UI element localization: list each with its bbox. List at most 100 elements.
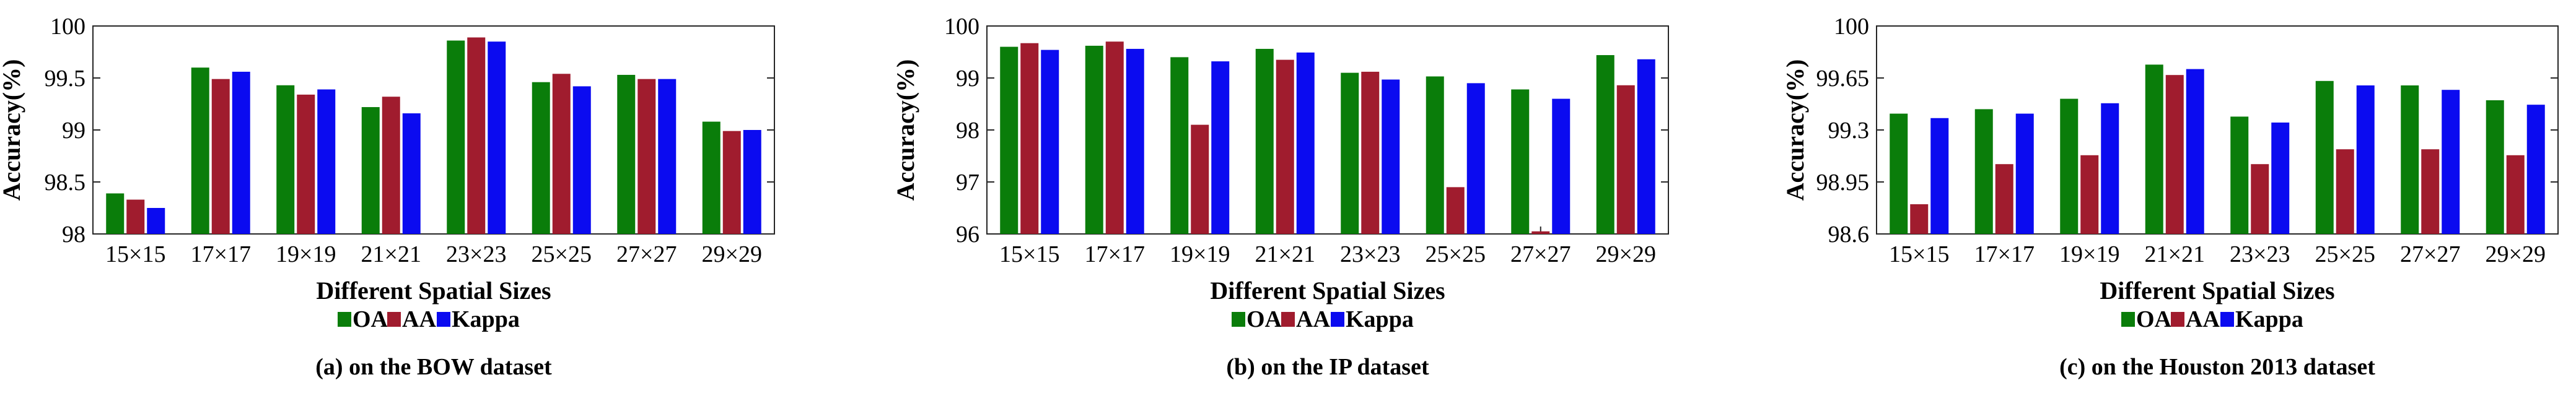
legend-swatch-oa	[2121, 312, 2135, 327]
x-tick-label: 23×23	[1340, 241, 1400, 267]
x-tick-label: 25×25	[532, 241, 592, 267]
bar-aa	[1191, 124, 1209, 234]
chart-panel-1: 98 98.5 99 99.5 100 15×15 17×17 19×19 21×21 23×23…	[0, 14, 775, 380]
bar-oa	[1341, 72, 1359, 234]
x-tick-label: 17×17	[1974, 241, 2035, 267]
bar-oa	[1085, 45, 1103, 235]
bar-aa	[1276, 59, 1294, 234]
bar-kappa	[2356, 85, 2375, 234]
bar-aa	[1020, 43, 1039, 234]
bar-oa	[1511, 89, 1530, 234]
legend-swatch-aa	[387, 312, 401, 327]
legend-label-kappa: Kappa	[2235, 306, 2303, 332]
bar-kappa	[2186, 69, 2204, 234]
x-tick-label: 21×21	[2145, 241, 2205, 267]
legend-swatch-aa	[1281, 312, 1295, 327]
bar-oa	[2315, 80, 2334, 234]
bar-aa	[126, 199, 145, 234]
bar-oa	[361, 107, 380, 234]
bar-oa	[1170, 57, 1189, 235]
bar-kappa	[232, 71, 250, 235]
bar-oa	[191, 67, 209, 234]
legend-label-kappa: Kappa	[1346, 306, 1414, 332]
x-tick-label: 19×19	[2059, 241, 2119, 267]
bar-kappa	[1041, 50, 1059, 234]
y-tick-label: 96	[956, 222, 979, 248]
chart-panel-3: 98.6 98.95 99.3 99.65 100 15×15 17×17 19×19 21×2…	[1781, 14, 2559, 380]
bar-aa	[1446, 187, 1465, 234]
y-tick-label: 98.95	[1816, 170, 1870, 196]
x-tick-label: 23×23	[2230, 241, 2290, 267]
legend-swatch-kappa	[2220, 312, 2234, 327]
x-tick-label: 29×29	[702, 241, 762, 267]
bar-aa	[211, 79, 230, 235]
y-tick-label: 98.5	[45, 170, 86, 196]
bar-aa	[382, 97, 400, 234]
bar-kappa	[1211, 61, 1230, 235]
bar-kappa	[317, 89, 336, 234]
x-tick-label: 25×25	[2315, 241, 2375, 267]
x-tick-label: 17×17	[1085, 241, 1145, 267]
legend-label-oa: OA	[353, 306, 388, 332]
panel-caption: (a) on the BOW dataset	[315, 354, 552, 380]
bar-aa	[722, 131, 741, 234]
x-tick-label: 19×19	[276, 241, 336, 267]
bar-aa	[297, 94, 315, 234]
bar-oa	[532, 82, 550, 234]
bar-aa	[2421, 149, 2440, 234]
bar-kappa	[572, 86, 591, 234]
bar-oa	[2401, 85, 2419, 234]
bar-aa	[467, 37, 486, 234]
bar-oa	[1890, 113, 1908, 234]
x-axis-label: Different Spatial Sizes	[2100, 277, 2334, 304]
bar-oa	[702, 121, 721, 234]
y-tick-label: 97	[956, 170, 979, 196]
x-tick-label: 27×27	[2400, 241, 2460, 267]
x-tick-label: 21×21	[1255, 241, 1315, 267]
bar-kappa	[2271, 123, 2290, 234]
bar-kappa	[2015, 113, 2034, 234]
legend-swatch-oa	[1232, 312, 1245, 327]
x-axis-label: Different Spatial Sizes	[1210, 277, 1445, 304]
x-tick-label: 27×27	[1510, 241, 1571, 267]
bar-aa	[1105, 41, 1124, 234]
x-tick-label: 15×15	[1889, 241, 1949, 267]
legend-swatch-kappa	[437, 312, 450, 327]
legend-label-kappa: Kappa	[452, 306, 520, 332]
bar-oa	[276, 85, 295, 234]
x-tick-label: 29×29	[1596, 241, 1656, 267]
bar-kappa	[1637, 59, 1655, 234]
bar-kappa	[2101, 103, 2119, 234]
y-tick-label: 99	[62, 118, 85, 144]
bar-aa	[2080, 155, 2099, 234]
bar-kappa	[1930, 118, 1949, 234]
bar-kappa	[1552, 98, 1571, 234]
legend-label-oa: OA	[1246, 306, 1282, 332]
bar-oa	[2145, 64, 2163, 235]
x-tick-label: 15×15	[105, 241, 165, 267]
x-tick-label: 15×15	[999, 241, 1059, 267]
bar-oa	[447, 40, 465, 235]
x-tick-label: 23×23	[446, 241, 506, 267]
bar-aa	[1995, 164, 2013, 234]
y-tick-label: 100	[1834, 14, 1869, 40]
y-axis-label: Accuracy(%)	[1781, 59, 1809, 201]
y-tick-label: 99.3	[1828, 118, 1870, 144]
bar-kappa	[1296, 52, 1315, 234]
bar-kappa	[2442, 90, 2460, 234]
panel-caption: (b) on the IP dataset	[1226, 354, 1429, 380]
bar-kappa	[1126, 48, 1144, 235]
legend-label-aa: AA	[1296, 306, 1330, 332]
bar-oa	[1974, 109, 1993, 234]
bar-oa	[106, 193, 125, 234]
x-tick-label: 19×19	[1170, 241, 1230, 267]
chart-panel-2: 96 97 98 99 100 15×15 17×17 19×19 21×21 23×23 25×2…	[892, 14, 1669, 380]
bar-kappa	[743, 130, 761, 234]
bar-aa	[2165, 75, 2184, 234]
bar-aa	[637, 79, 656, 235]
y-axis-label: Accuracy(%)	[0, 59, 25, 201]
bar-oa	[617, 74, 636, 235]
panel-caption: (c) on the Houston 2013 dataset	[2059, 354, 2375, 380]
bar-oa	[1000, 46, 1019, 234]
